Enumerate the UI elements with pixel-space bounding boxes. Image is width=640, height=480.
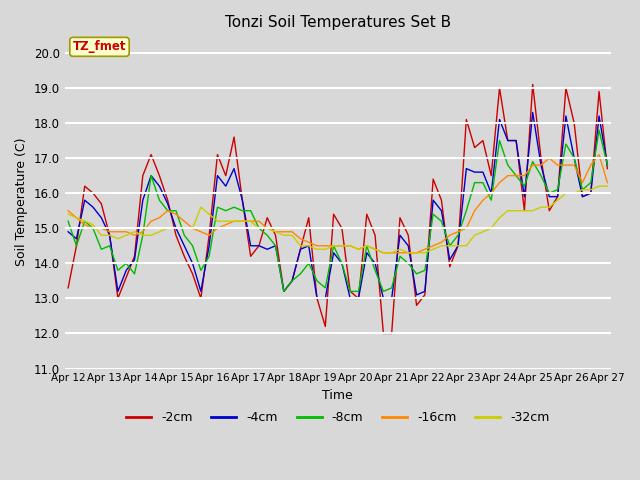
Legend: -2cm, -4cm, -8cm, -16cm, -32cm: -2cm, -4cm, -8cm, -16cm, -32cm — [121, 406, 554, 429]
Y-axis label: Soil Temperature (C): Soil Temperature (C) — [15, 138, 28, 266]
Title: Tonzi Soil Temperatures Set B: Tonzi Soil Temperatures Set B — [225, 15, 451, 30]
X-axis label: Time: Time — [323, 389, 353, 402]
Text: TZ_fmet: TZ_fmet — [73, 40, 126, 53]
